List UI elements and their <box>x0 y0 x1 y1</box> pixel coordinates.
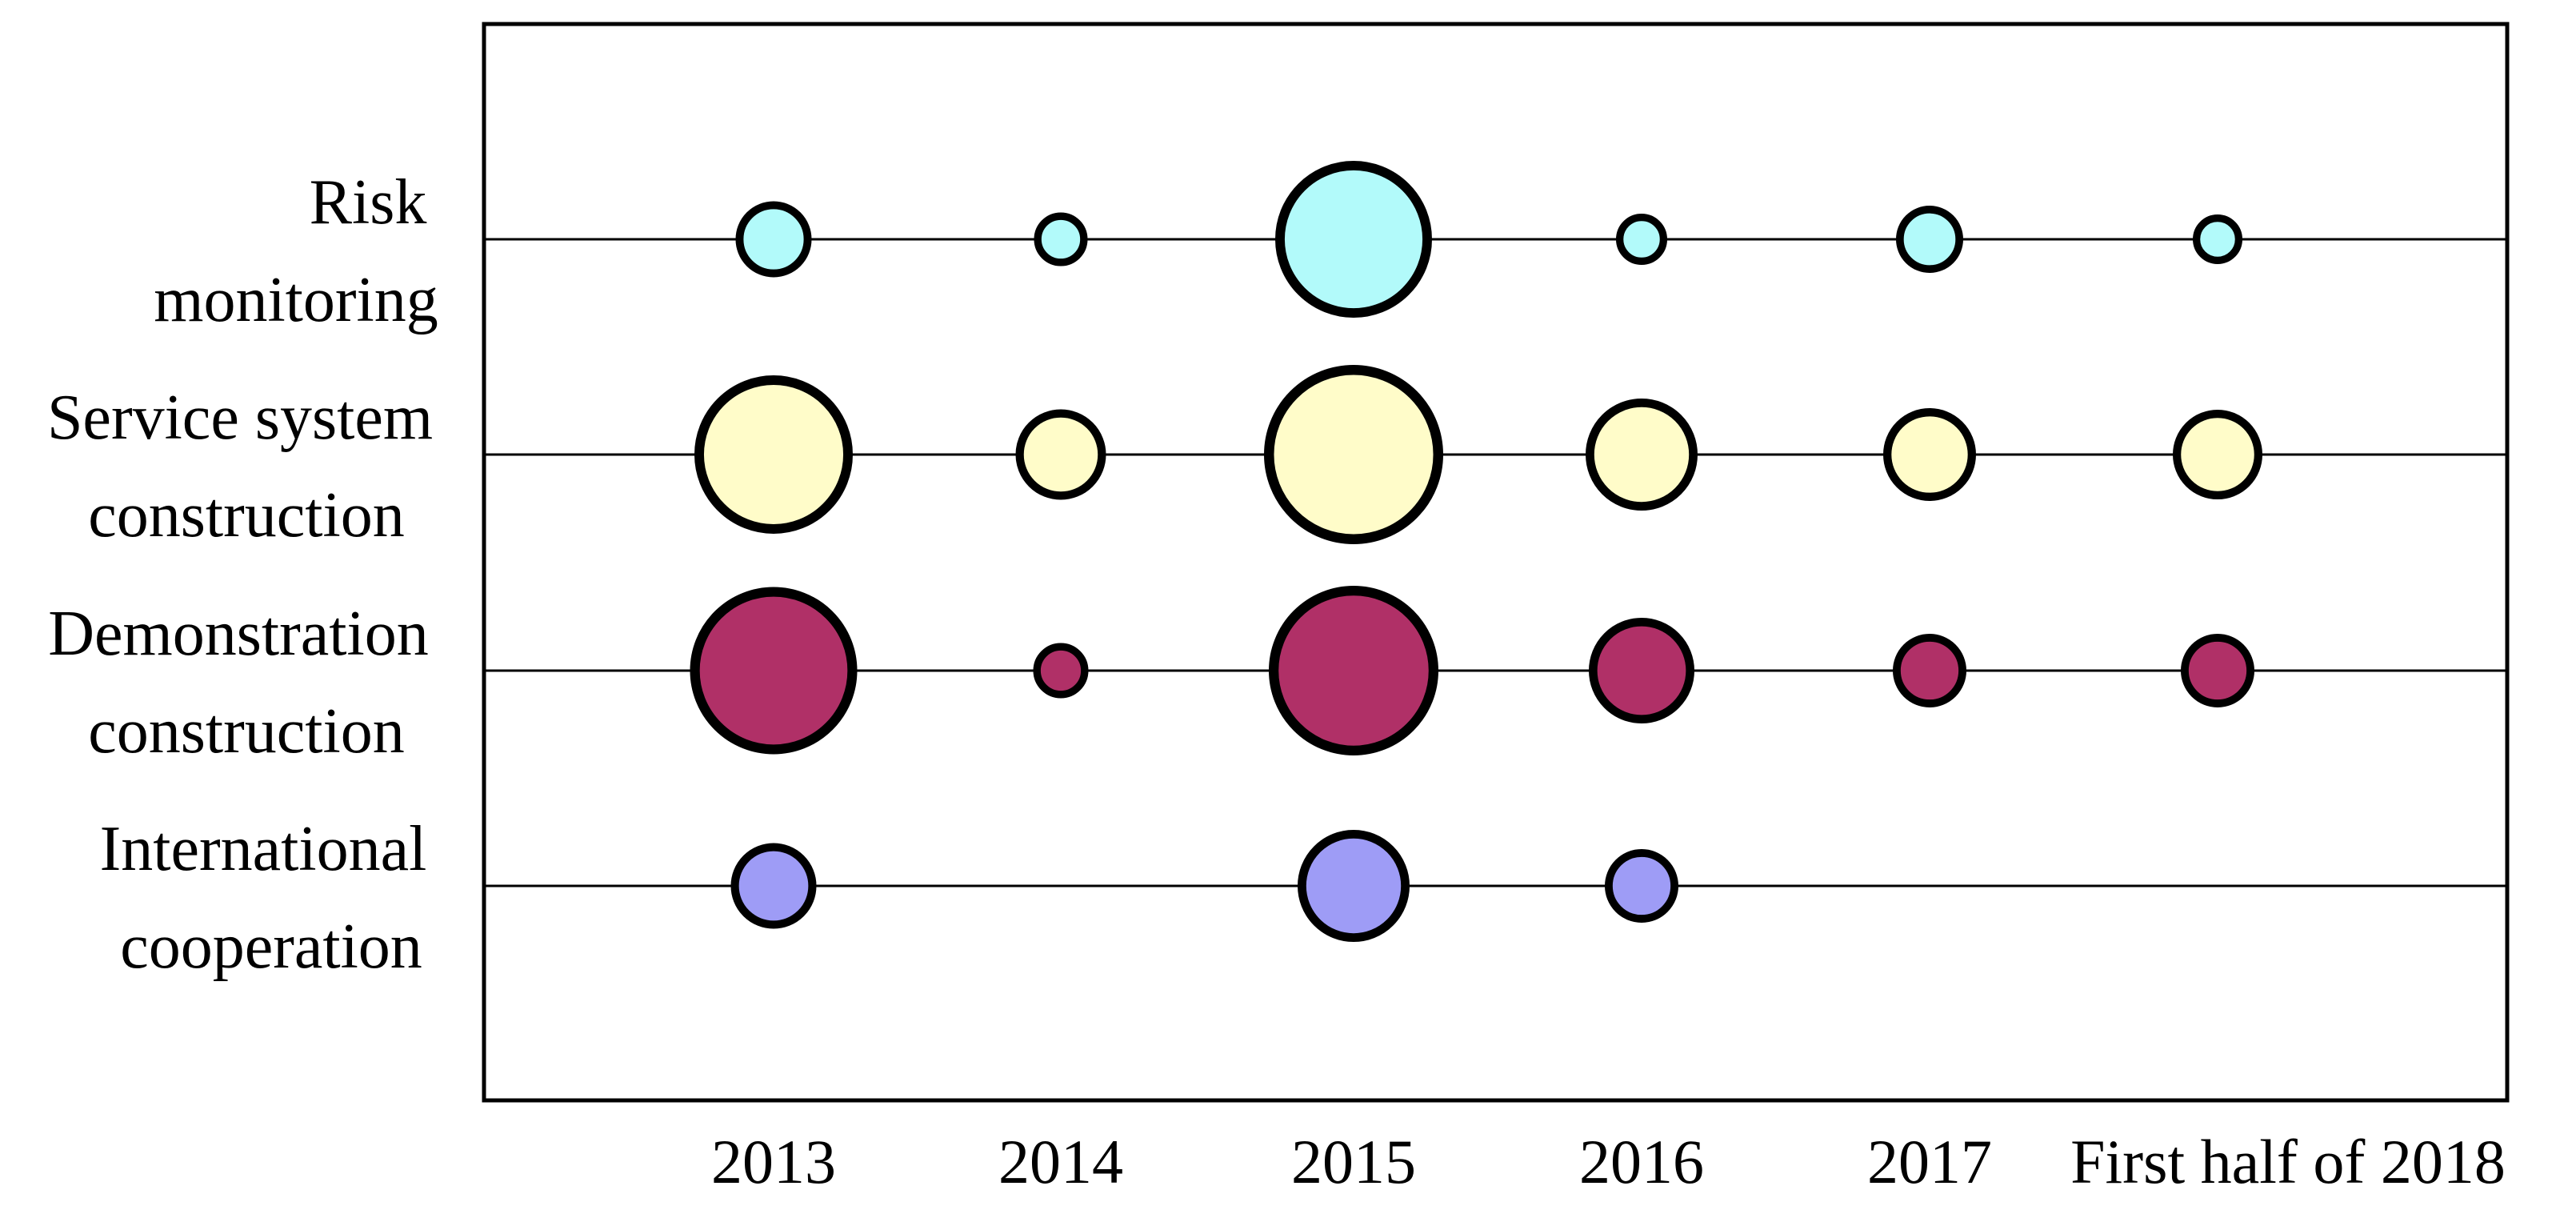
bubble-international-cooperation-2013 <box>730 843 817 929</box>
bubble-demonstration-construction-2017 <box>1892 633 1966 707</box>
bubble-service-system-construction-2014 <box>1015 409 1106 500</box>
y-axis-label-service-system-construction-line2: construction <box>88 480 404 551</box>
bubble-risk-monitoring-2017 <box>1896 205 1964 273</box>
y-axis-label-service-system-construction-line1: Service system <box>47 383 433 453</box>
bubble-risk-monitoring-first-half-of-2018 <box>2193 214 2243 264</box>
x-axis-tick-label-2016: 2016 <box>1579 1127 1704 1196</box>
y-axis-label-international-cooperation-line1: International <box>100 814 427 884</box>
bubble-risk-monitoring-2015 <box>1274 160 1432 318</box>
bubble-demonstration-construction-2015 <box>1268 585 1438 755</box>
y-axis-label-risk-monitoring-line1: Risk <box>310 167 427 238</box>
bubble-service-system-construction-first-half-of-2018 <box>2173 409 2263 499</box>
plot-frame <box>482 22 2510 1103</box>
y-axis-label-demonstration-construction-line2: construction <box>88 696 404 767</box>
bubble-risk-monitoring-2014 <box>1034 212 1088 266</box>
bubble-demonstration-construction-2016 <box>1588 618 1694 724</box>
x-axis-tick-label-2013: 2013 <box>711 1127 836 1196</box>
bubble-risk-monitoring-2013 <box>735 201 812 278</box>
bubble-service-system-construction-2013 <box>694 375 853 535</box>
bubble-demonstration-construction-2014 <box>1033 643 1089 699</box>
bubble-service-system-construction-2015 <box>1263 364 1443 544</box>
x-axis-tick-label-2015: 2015 <box>1291 1127 1416 1196</box>
y-axis-label-international-cooperation-line2: cooperation <box>120 912 422 982</box>
bubble-international-cooperation-2015 <box>1298 830 1410 943</box>
y-axis-label-risk-monitoring-line2: monitoring <box>154 265 438 335</box>
bubble-demonstration-construction-first-half-of-2018 <box>2180 633 2254 707</box>
x-axis-tick-label-first-half-of-2018: First half of 2018 <box>2070 1127 2506 1196</box>
bubble-risk-monitoring-2016 <box>1616 214 1668 266</box>
y-axis-label-demonstration-construction-line1: Demonstration <box>48 599 428 669</box>
bubble-service-system-construction-2016 <box>1586 398 1698 511</box>
x-axis-tick-label-2017: 2017 <box>1867 1127 1992 1196</box>
x-axis-tick-label-2014: 2014 <box>998 1127 1123 1196</box>
bubble-demonstration-construction-2013 <box>690 587 858 755</box>
bubble-international-cooperation-2016 <box>1605 849 1679 924</box>
bubble-service-system-construction-2017 <box>1882 407 1976 501</box>
